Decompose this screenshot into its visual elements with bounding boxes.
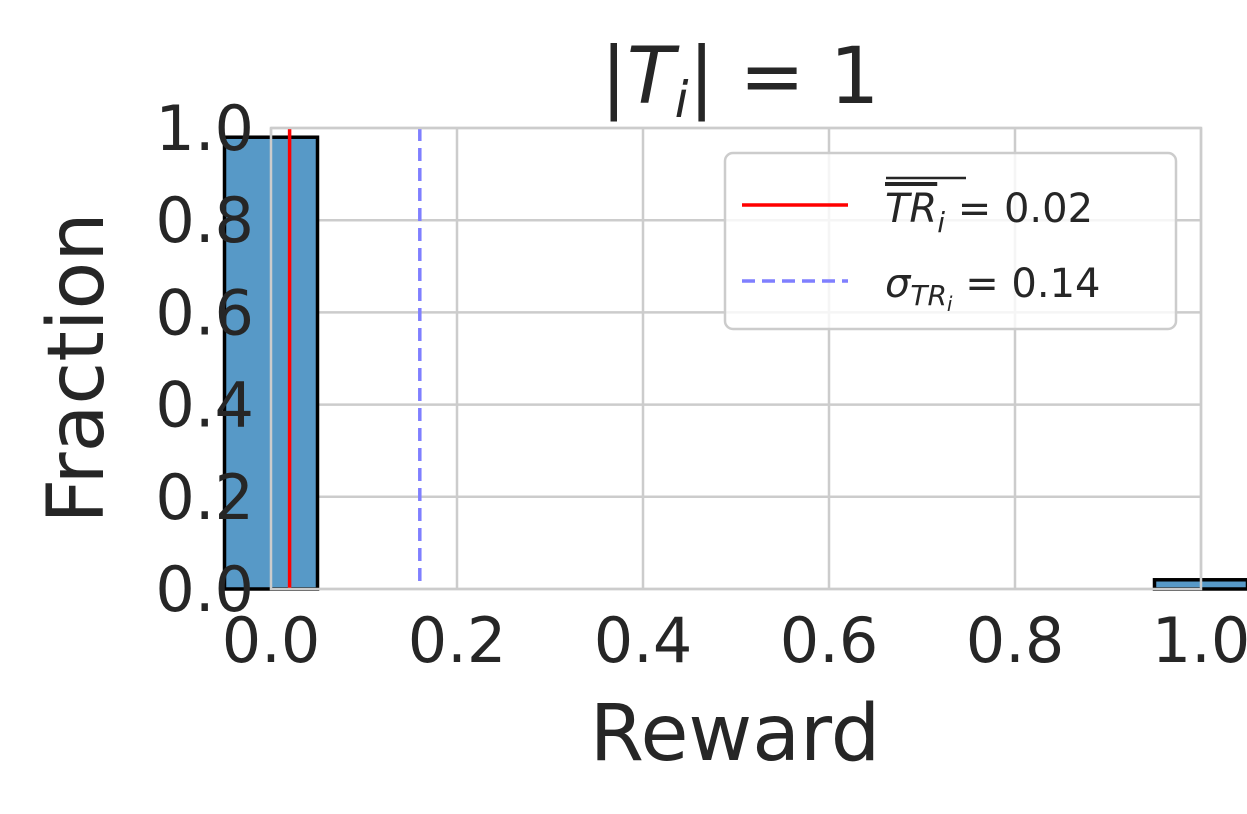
y-tick-label-2: 0.4: [155, 369, 254, 442]
legend: TRi = 0.02 σTRi = 0.14: [723, 151, 1178, 331]
x-tick-label-4: 0.8: [966, 604, 1065, 677]
y-tick-label-4: 0.8: [155, 184, 254, 257]
plot-frame: [269, 126, 1203, 591]
x-tick-label-2: 0.4: [594, 604, 693, 677]
y-tick-label-3: 0.6: [155, 276, 254, 349]
x-tick-label-3: 0.6: [780, 604, 879, 677]
legend-mean-label: TRi = 0.02: [885, 186, 1093, 239]
reference-lines: [287, 128, 422, 589]
y-tick-label-5: 1.0: [155, 92, 254, 165]
y-axis-label: Fraction: [32, 212, 122, 523]
x-tick-label-0: 0.0: [222, 604, 321, 677]
chart-title: |Ti| = 1: [601, 32, 880, 129]
y-tick-labels: 0.0 0.2 0.4 0.6 0.8 1.0: [155, 92, 254, 626]
x-tick-label-1: 0.2: [408, 604, 507, 677]
x-tick-labels: 0.0 0.2 0.4 0.6 0.8 1.0: [222, 604, 1247, 677]
legend-std-label: σTRi = 0.14: [885, 261, 1101, 316]
y-tick-label-1: 0.2: [155, 461, 254, 534]
x-axis-label: Reward: [590, 689, 880, 779]
y-tick-label-0: 0.0: [155, 553, 254, 626]
x-tick-label-5: 1.0: [1152, 604, 1247, 677]
legend-box: [723, 151, 1178, 331]
